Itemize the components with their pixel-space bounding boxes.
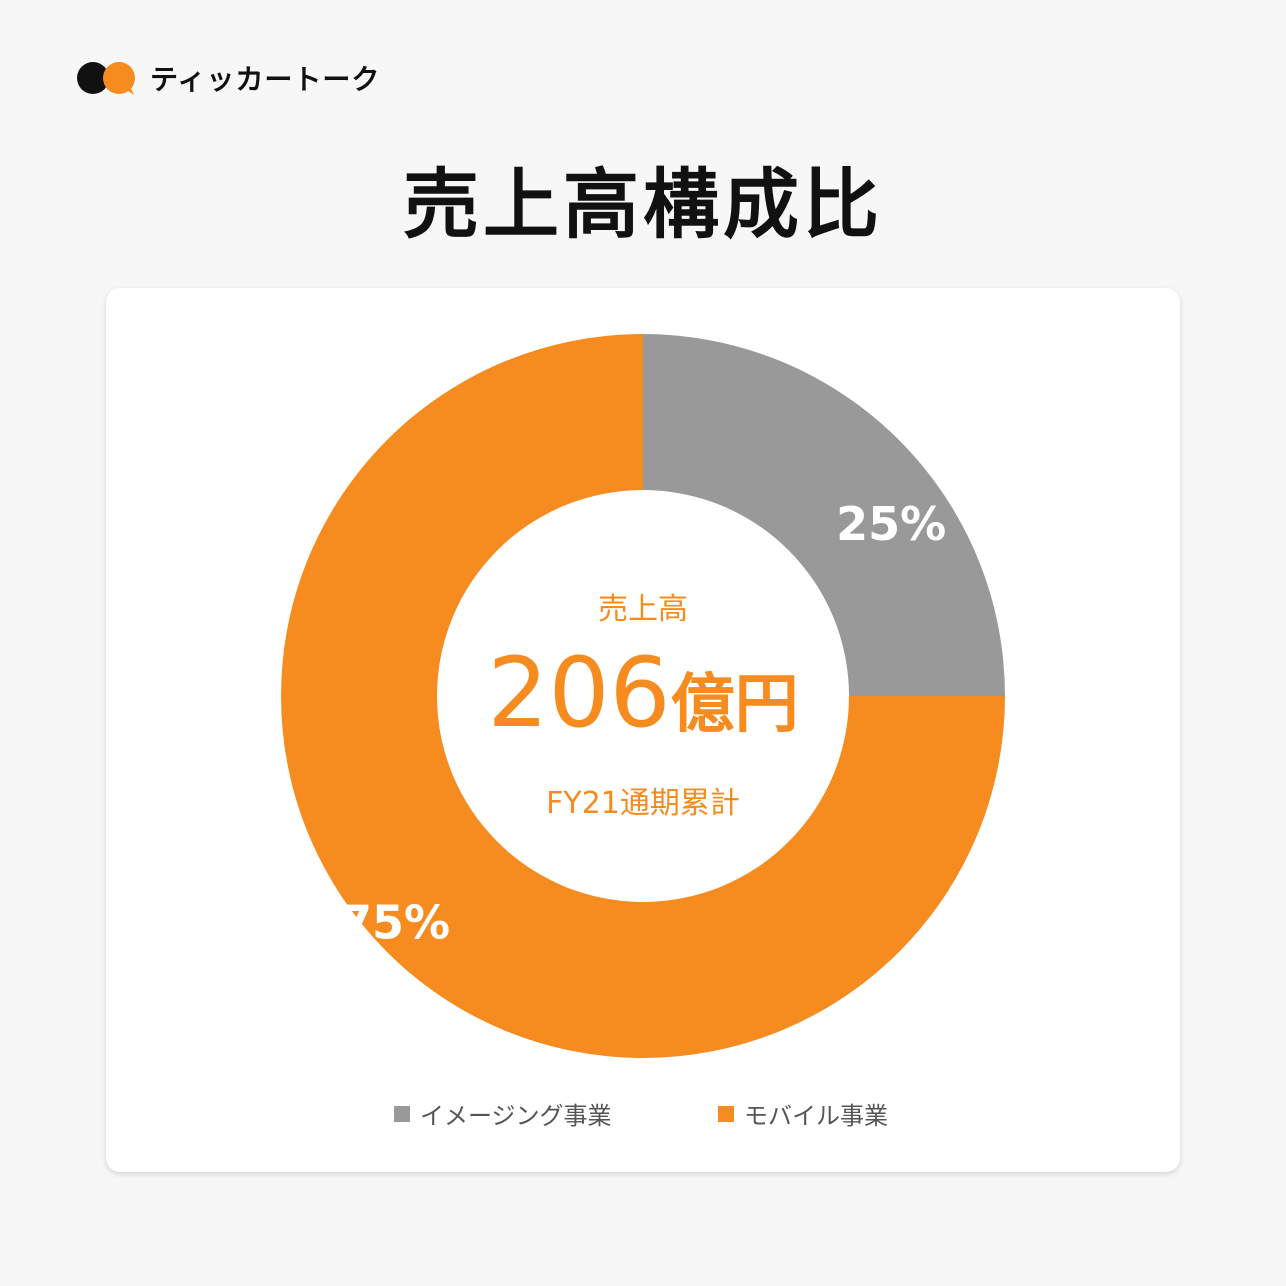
legend-label-imaging: イメージング事業 [420, 1102, 612, 1130]
slice-label-mobile: 75% [340, 896, 450, 950]
center-value: 206億円 [443, 638, 843, 760]
donut-slice-imaging [643, 334, 1005, 696]
center-value-unit: 億円 [670, 668, 799, 742]
donut-slice-mobile [281, 334, 1005, 1058]
legend-label-mobile: モバイル事業 [744, 1102, 888, 1130]
brand-name: ティッカートーク [150, 63, 381, 96]
slice-label-imaging: 25% [836, 497, 946, 551]
center-value-number: 206 [487, 637, 671, 749]
brand-logo: ティッカートーク [76, 60, 380, 96]
brand-logo-icon [77, 62, 135, 95]
center-label: 売上高 [598, 592, 688, 627]
chart-card: 25% 75% 売上高 206億円 FY21通期累計 イメージング事業 モバイル事… [106, 288, 1180, 1172]
legend-swatch-imaging [394, 1105, 410, 1122]
legend-item-imaging: イメージング事業 [394, 1096, 612, 1131]
center-subtitle: FY21通期累計 [546, 786, 740, 821]
page-title: 売上高構成比 [403, 160, 883, 249]
donut-chart: 25% 75% [281, 334, 1005, 1058]
chart-legend: イメージング事業 モバイル事業 [106, 1096, 1180, 1132]
legend-swatch-mobile [718, 1105, 734, 1122]
legend-item-mobile: モバイル事業 [718, 1096, 888, 1131]
